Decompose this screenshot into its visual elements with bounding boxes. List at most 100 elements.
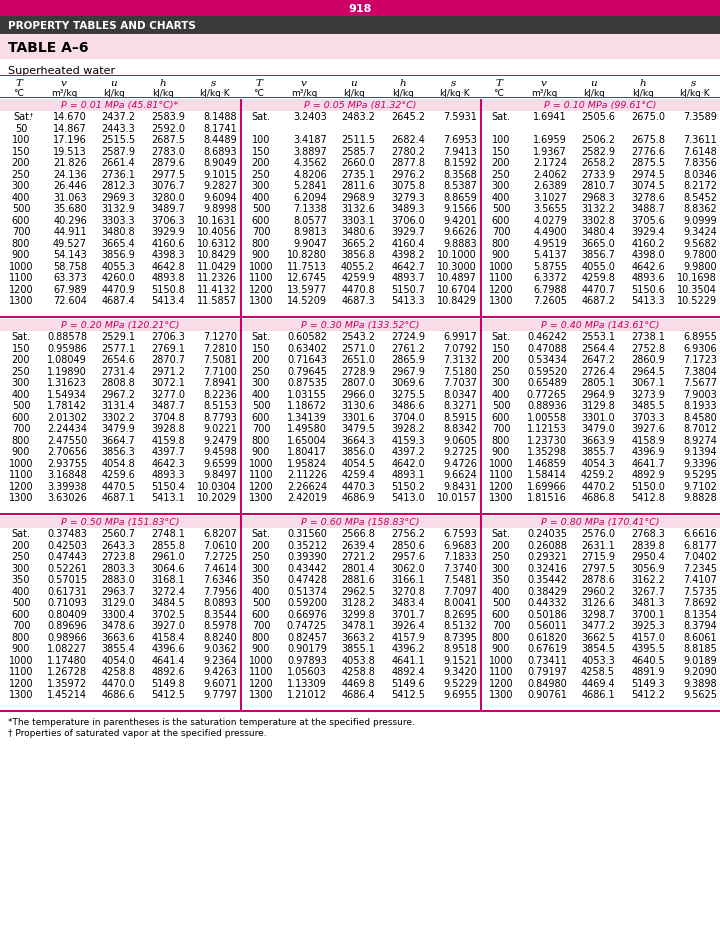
Text: 3700.1: 3700.1 xyxy=(631,609,665,619)
Text: 250: 250 xyxy=(252,551,270,562)
Text: 7.2605: 7.2605 xyxy=(533,296,567,306)
Text: 7.4614: 7.4614 xyxy=(203,564,237,573)
Text: 0.60582: 0.60582 xyxy=(287,332,327,342)
Text: 3132.9: 3132.9 xyxy=(102,204,135,214)
Text: kJ/kg: kJ/kg xyxy=(392,89,414,97)
Text: 9.3898: 9.3898 xyxy=(683,678,717,688)
Text: 0.31560: 0.31560 xyxy=(287,528,327,539)
Text: 3301.0: 3301.0 xyxy=(581,412,615,423)
Text: 4.0279: 4.0279 xyxy=(533,215,567,226)
Text: 2797.5: 2797.5 xyxy=(581,564,615,573)
Text: 0.97893: 0.97893 xyxy=(287,655,327,665)
Text: 900: 900 xyxy=(252,250,270,260)
Text: 3480.6: 3480.6 xyxy=(341,227,375,237)
Text: 3131.4: 3131.4 xyxy=(102,401,135,411)
Text: 5412.8: 5412.8 xyxy=(631,493,665,503)
Text: 10.1000: 10.1000 xyxy=(437,250,477,260)
Text: 2964.9: 2964.9 xyxy=(581,389,615,399)
Text: 3489.7: 3489.7 xyxy=(151,204,185,214)
Text: 8.7793: 8.7793 xyxy=(203,412,237,423)
Text: 8.2236: 8.2236 xyxy=(203,389,237,399)
Text: 2645.2: 2645.2 xyxy=(391,112,425,122)
Text: T: T xyxy=(16,79,22,89)
Text: v: v xyxy=(61,79,67,89)
Text: h: h xyxy=(639,79,647,89)
Text: 8.1592: 8.1592 xyxy=(443,158,477,169)
Text: 1000: 1000 xyxy=(248,262,274,271)
Text: 5.4137: 5.4137 xyxy=(533,250,567,260)
Text: 5149.3: 5149.3 xyxy=(631,678,665,688)
Text: 9.6071: 9.6071 xyxy=(203,678,237,688)
Text: 3.4187: 3.4187 xyxy=(293,135,327,145)
Text: 2687.5: 2687.5 xyxy=(151,135,185,145)
Text: 2505.6: 2505.6 xyxy=(581,112,615,122)
Text: 3273.9: 3273.9 xyxy=(631,389,665,399)
Text: 700: 700 xyxy=(492,621,510,630)
Text: 2706.3: 2706.3 xyxy=(151,332,185,342)
Text: 0.74725: 0.74725 xyxy=(287,621,327,630)
Text: 1.18672: 1.18672 xyxy=(287,401,327,411)
Text: 350: 350 xyxy=(252,575,270,585)
Text: 1.12153: 1.12153 xyxy=(527,424,567,434)
Text: 3929.9: 3929.9 xyxy=(151,227,185,237)
Text: 4259.4: 4259.4 xyxy=(341,469,375,480)
Text: 5412.5: 5412.5 xyxy=(151,689,185,700)
Text: 4260.0: 4260.0 xyxy=(102,273,135,283)
Text: 900: 900 xyxy=(12,644,30,654)
Text: 1.23730: 1.23730 xyxy=(527,435,567,446)
Text: 9.8431: 9.8431 xyxy=(444,482,477,491)
Text: 4893.1: 4893.1 xyxy=(392,469,425,480)
Text: 0.67619: 0.67619 xyxy=(527,644,567,654)
Text: m³/kg: m³/kg xyxy=(531,89,557,97)
Text: 10.8429: 10.8429 xyxy=(437,296,477,306)
Text: 8.5452: 8.5452 xyxy=(683,192,717,203)
Text: 0.44332: 0.44332 xyxy=(527,598,567,607)
Text: 7.0610: 7.0610 xyxy=(203,540,237,550)
Text: 3479.9: 3479.9 xyxy=(102,424,135,434)
Text: 8.1354: 8.1354 xyxy=(683,609,717,619)
Text: 3480.4: 3480.4 xyxy=(581,227,615,237)
Text: 5412.5: 5412.5 xyxy=(391,689,425,700)
Text: 3168.1: 3168.1 xyxy=(151,575,185,585)
Text: 9.1521: 9.1521 xyxy=(443,655,477,665)
Text: 0.32416: 0.32416 xyxy=(527,564,567,573)
Text: 0.29321: 0.29321 xyxy=(527,551,567,562)
Text: 44.911: 44.911 xyxy=(53,227,87,237)
Text: 350: 350 xyxy=(12,575,30,585)
Text: 1200: 1200 xyxy=(248,285,274,294)
Text: 8.3544: 8.3544 xyxy=(203,609,237,619)
Text: 1100: 1100 xyxy=(248,469,274,480)
Text: 8.9049: 8.9049 xyxy=(203,158,237,169)
Text: 3076.7: 3076.7 xyxy=(151,181,185,191)
Text: 200: 200 xyxy=(252,355,270,365)
Text: 3663.6: 3663.6 xyxy=(102,632,135,642)
Text: 4686.6: 4686.6 xyxy=(102,689,135,700)
Text: 2715.9: 2715.9 xyxy=(581,551,615,562)
Text: 1.08049: 1.08049 xyxy=(48,355,87,365)
Text: 31.063: 31.063 xyxy=(53,192,87,203)
Text: 0.90761: 0.90761 xyxy=(527,689,567,700)
Text: 2.1724: 2.1724 xyxy=(533,158,567,169)
Text: 2963.7: 2963.7 xyxy=(101,586,135,596)
Text: 8.0347: 8.0347 xyxy=(444,389,477,399)
Text: 2769.1: 2769.1 xyxy=(151,344,185,353)
Text: 1.49580: 1.49580 xyxy=(287,424,327,434)
Text: 2756.2: 2756.2 xyxy=(391,528,425,539)
Text: 2721.2: 2721.2 xyxy=(341,551,375,562)
Text: PROPERTY TABLES AND CHARTS: PROPERTY TABLES AND CHARTS xyxy=(8,21,196,31)
Text: 1100: 1100 xyxy=(489,273,513,283)
Text: 3484.5: 3484.5 xyxy=(151,598,185,607)
Text: 10.8280: 10.8280 xyxy=(287,250,327,260)
Text: 4053.3: 4053.3 xyxy=(581,655,615,665)
Text: 2881.6: 2881.6 xyxy=(341,575,375,585)
Text: 3.39938: 3.39938 xyxy=(48,482,87,491)
Text: 1.26728: 1.26728 xyxy=(47,666,87,677)
Text: 1300: 1300 xyxy=(9,689,33,700)
Text: 2883.0: 2883.0 xyxy=(102,575,135,585)
Text: 50: 50 xyxy=(15,124,27,133)
Text: 2808.8: 2808.8 xyxy=(102,378,135,387)
Bar xyxy=(240,516,480,528)
Text: *The temperature in parentheses is the saturation temperature at the specified p: *The temperature in parentheses is the s… xyxy=(8,717,415,726)
Text: 3704.0: 3704.0 xyxy=(391,412,425,423)
Text: 4258.5: 4258.5 xyxy=(581,666,615,677)
